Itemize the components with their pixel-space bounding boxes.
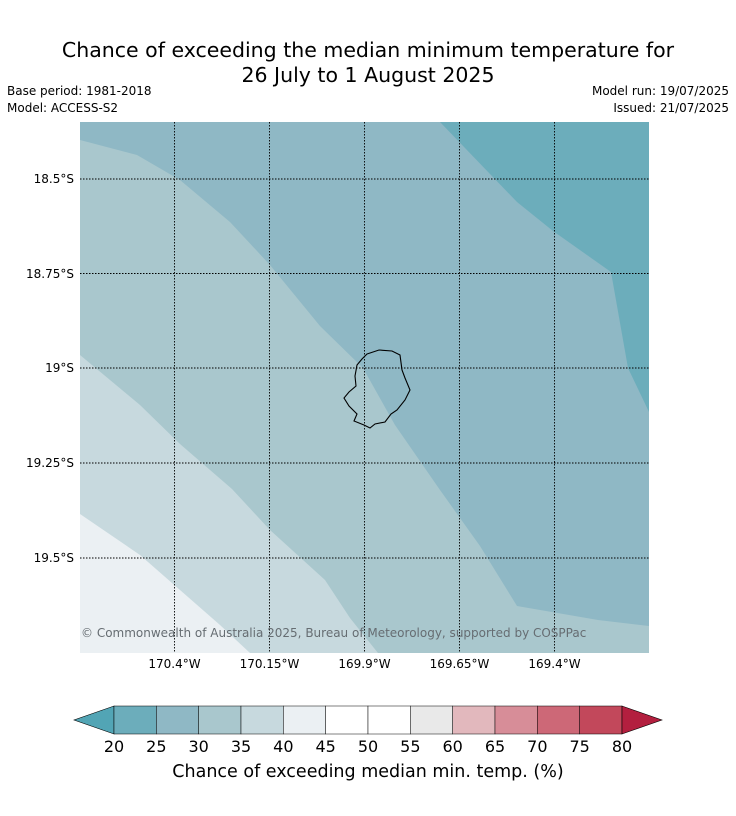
lon-label: 169.4°W [528, 657, 581, 671]
colorbar-segment [367, 705, 411, 735]
zone-40-45 [80, 514, 250, 653]
colorbar [73, 705, 663, 735]
niue-island-outline [343, 349, 411, 429]
colorbar-segment [198, 705, 242, 735]
colorbar-tick-label: 55 [400, 737, 421, 756]
colorbar-tick-label: 70 [527, 737, 548, 756]
colorbar-segment [410, 705, 453, 735]
colorbar-segment [579, 705, 623, 735]
colorbar-segment [156, 705, 199, 735]
lat-label: 18.75°S [26, 266, 74, 281]
title-line-1: Chance of exceeding the median minimum t… [61, 38, 675, 62]
colorbar-tick-label: 80 [611, 737, 633, 756]
colorbar-segment [325, 705, 369, 735]
lat-label: 19.25°S [26, 456, 74, 470]
lon-label: 170.4°W [148, 657, 201, 671]
lat-label: 18.5°S [33, 172, 74, 186]
colorbar-segment [494, 705, 538, 735]
colorbar-tick-label: 40 [273, 737, 294, 756]
colorbar-segment [113, 705, 157, 735]
colorbar-segment [452, 705, 496, 735]
colorbar-segment [537, 705, 580, 735]
chart-title: Chance of exceeding the median minimum t… [0, 38, 736, 87]
copyright-notice: © Commonwealth of Australia 2025, Bureau… [81, 626, 587, 640]
meta-right: Model run: 19/07/2025 Issued: 21/07/2025 [592, 83, 729, 116]
colorbar-tick-label: 30 [188, 737, 209, 756]
model-run: Model run: 19/07/2025 [591, 84, 729, 98]
colorbar-tick-label: 65 [484, 737, 506, 756]
colorbar-tick-label: 60 [442, 737, 463, 756]
graticule [80, 122, 649, 653]
colorbar-over-arrow [621, 705, 663, 735]
colorbar-segment [240, 705, 284, 735]
lon-label: 170.15°W [239, 657, 300, 671]
lat-label: 19.5°S [33, 551, 74, 565]
colorbar-tick-label: 20 [103, 737, 125, 756]
lon-label: 169.9°W [338, 657, 391, 671]
model-name: Model: ACCESS-S2 [7, 100, 119, 115]
colorbar-tick-label: 35 [230, 737, 252, 756]
colorbar-label: Chance of exceeding median min. temp. (%… [172, 762, 564, 782]
issued-date: Issued: 21/07/2025 [613, 100, 729, 115]
lat-label: 19°S [45, 361, 74, 375]
colorbar-tick-label: 25 [146, 737, 167, 756]
colorbar-segment [283, 705, 326, 735]
title-line-2: 26 July to 1 August 2025 [241, 62, 495, 87]
colorbar-tick-label: 50 [357, 737, 379, 756]
colorbar-segments [113, 705, 623, 735]
meta-left: Base period: 1981-2018 Model: ACCESS-S2 [7, 83, 152, 116]
lon-label: 169.65°W [429, 657, 490, 671]
base-period: Base period: 1981-2018 [7, 84, 152, 98]
colorbar-tick-label: 45 [315, 737, 336, 756]
colorbar-tick-label: 75 [569, 737, 590, 756]
colorbar-under-arrow [73, 705, 115, 735]
zone-20-25 [440, 122, 649, 412]
